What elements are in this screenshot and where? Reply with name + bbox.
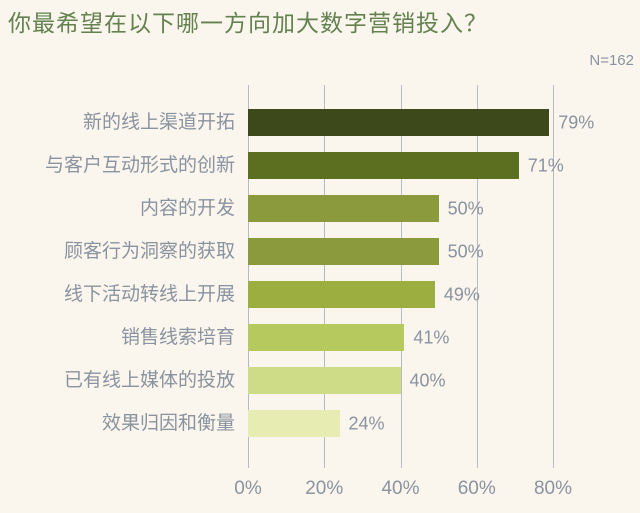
bar-row: 与客户互动形式的创新 71% xyxy=(0,152,640,195)
x-tick-label: 0% xyxy=(234,478,262,499)
category-label: 内容的开发 xyxy=(139,198,235,219)
category-label: 与客户互动形式的创新 xyxy=(44,155,235,176)
bar xyxy=(248,281,435,308)
value-label: 50% xyxy=(447,198,484,218)
category-label: 新的线上渠道开拓 xyxy=(82,112,235,133)
category-label: 效果归因和衡量 xyxy=(101,413,235,434)
value-label: 79% xyxy=(558,112,595,132)
gridline xyxy=(324,85,326,468)
bar-row: 效果归因和衡量 24% xyxy=(0,410,640,453)
value-label: 49% xyxy=(443,284,480,304)
bar-track: 40% xyxy=(248,367,640,394)
bar xyxy=(248,324,405,351)
bar-track: 50% xyxy=(248,238,640,265)
value-label: 50% xyxy=(447,241,484,261)
bar-row: 内容的开发 50% xyxy=(0,195,640,238)
gridline xyxy=(476,85,478,468)
bar-track: 50% xyxy=(248,195,640,222)
category-label: 已有线上媒体的投放 xyxy=(63,370,235,391)
bar-row: 已有线上媒体的投放 40% xyxy=(0,367,640,410)
bar xyxy=(248,410,340,437)
bar-track: 79% xyxy=(248,109,640,136)
x-tick-label: 40% xyxy=(381,478,420,499)
value-label: 24% xyxy=(348,413,385,433)
bar xyxy=(248,238,439,265)
bar-track: 24% xyxy=(248,410,640,437)
bar-rows: 新的线上渠道开拓 79% 与客户互动形式的创新 71% 内容的开发 50% 顾客行为洞察的获… xyxy=(0,109,640,453)
x-tick-label: 20% xyxy=(305,478,344,499)
bar xyxy=(248,152,519,179)
bar xyxy=(248,367,401,394)
page-title: 你最希望在以下哪一方向加大数字营销投入？ xyxy=(8,10,488,36)
x-tick-label: 80% xyxy=(533,478,573,499)
gridline xyxy=(400,85,402,468)
x-axis: 0% 20% 40% 60% 80% xyxy=(234,478,640,504)
value-label: 41% xyxy=(413,327,450,347)
x-tick-label: 60% xyxy=(457,478,496,499)
plot-gridlines xyxy=(248,85,640,468)
gridline xyxy=(248,85,249,468)
bar-row: 顾客行为洞察的获取 50% xyxy=(0,238,640,281)
value-label: 71% xyxy=(527,155,564,175)
bar-chart: 新的线上渠道开拓 79% 与客户互动形式的创新 71% 内容的开发 50% 顾客行为洞察的获… xyxy=(0,85,640,468)
gridline xyxy=(553,85,554,468)
category-label: 线下活动转线上开展 xyxy=(63,284,235,305)
sample-size-label: N=162 xyxy=(589,52,634,69)
bar-track: 41% xyxy=(248,324,640,351)
bar xyxy=(248,195,439,222)
category-label: 销售线索培育 xyxy=(120,327,235,348)
bar-row: 线下活动转线上开展 49% xyxy=(0,281,640,324)
bar-row: 销售线索培育 41% xyxy=(0,324,640,367)
value-label: 40% xyxy=(409,370,446,390)
bar-row: 新的线上渠道开拓 79% xyxy=(0,109,640,152)
bar-track: 49% xyxy=(248,281,640,308)
bar-track: 71% xyxy=(248,152,640,179)
bar xyxy=(248,109,550,136)
category-label: 顾客行为洞察的获取 xyxy=(63,241,235,262)
